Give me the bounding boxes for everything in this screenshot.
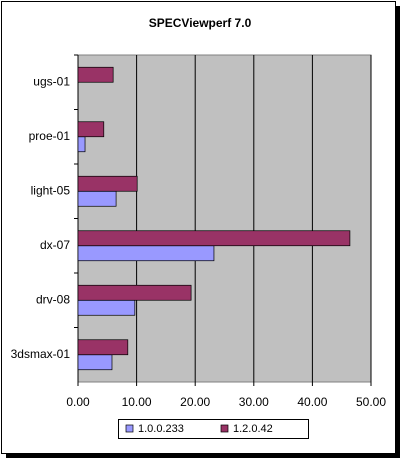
x-tick-label: 10.00 (122, 395, 152, 409)
bar (77, 66, 114, 83)
bar (77, 299, 136, 316)
plot-area (77, 54, 372, 383)
bar (77, 339, 129, 356)
legend-swatch (125, 424, 134, 433)
bar (77, 284, 192, 301)
y-tick-label: dx-07 (40, 238, 70, 252)
legend-swatch (220, 424, 229, 433)
x-tick-label: 50.00 (356, 395, 386, 409)
chart-title: SPECViewperf 7.0 (149, 16, 252, 30)
bar (77, 121, 105, 138)
bar (77, 136, 86, 153)
y-tick-label: drv-08 (36, 292, 70, 306)
bar (77, 175, 138, 192)
x-tick-label: 40.00 (297, 395, 327, 409)
x-tick-label: 0.00 (66, 395, 90, 409)
bar (77, 354, 113, 371)
y-tick-label: light-05 (31, 183, 71, 197)
bar (77, 190, 117, 207)
bar (77, 245, 215, 262)
y-tick-label: proe-01 (29, 129, 71, 143)
legend (118, 419, 309, 439)
x-tick-label: 20.00 (180, 395, 210, 409)
bar (77, 230, 351, 247)
y-tick-label: ugs-01 (33, 74, 70, 88)
legend-label: 1.0.0.233 (138, 423, 184, 435)
legend-label: 1.2.0.42 (233, 423, 273, 435)
x-tick-label: 30.00 (239, 395, 269, 409)
y-tick-label: 3dsmax-01 (11, 347, 71, 361)
